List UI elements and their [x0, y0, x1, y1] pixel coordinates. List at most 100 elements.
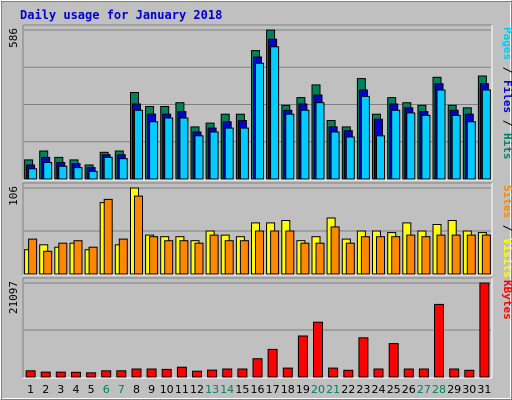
bar-kbytes-day-25: [388, 343, 399, 378]
bar-sites-day-2: [43, 250, 53, 275]
bar-kbytes-day-15: [237, 368, 248, 378]
bar-pages-day-7: [118, 158, 128, 180]
bar-sites-day-3: [58, 242, 68, 275]
bar-pages-day-21: [330, 131, 340, 180]
bar-sites-day-24: [376, 236, 385, 275]
y-max-label: 21097: [7, 281, 20, 314]
bar-pages-day-13: [209, 131, 219, 180]
bar-pages-day-19: [300, 109, 310, 180]
bar-pages-day-1: [28, 168, 38, 180]
bar-kbytes-day-9: [146, 368, 157, 378]
bar-pages-day-14: [224, 127, 234, 180]
bar-pages-day-11: [179, 117, 189, 180]
bar-kbytes-day-28: [434, 303, 444, 378]
day-label-14: 14: [220, 383, 234, 396]
panel-sites-visits: 106 Sites / Visits: [7, 182, 512, 278]
bar-pages-day-18: [285, 113, 295, 180]
bar-pages-day-26: [406, 112, 416, 180]
day-label-11: 11: [175, 383, 189, 396]
panel-kbytes: 21097 KBytes: [7, 277, 512, 379]
bar-kbytes-day-23: [358, 337, 369, 378]
day-label-3: 3: [57, 383, 64, 396]
day-label-12: 12: [190, 383, 204, 396]
bar-pages-day-2: [43, 162, 53, 180]
day-label-30: 30: [462, 383, 476, 396]
panels-layer: 586 Pages / Files / Hits 106 Sites / Visits…: [7, 24, 512, 379]
bar-sites-day-22: [345, 242, 355, 275]
bar-sites-day-6: [103, 198, 113, 275]
bar-kbytes-day-1: [25, 370, 36, 378]
bar-kbytes-day-4: [71, 371, 81, 378]
bar-pages-day-27: [421, 114, 431, 180]
side-legend-pages: Pages: [501, 27, 512, 60]
bar-pages-day-3: [58, 165, 68, 180]
side-legend-hits: Hits: [501, 133, 512, 160]
bar-kbytes-day-31: [479, 282, 490, 378]
bar-kbytes-day-16: [252, 358, 263, 378]
bar-sites-day-23: [360, 236, 370, 275]
side-legend: Sites / Visits: [501, 185, 512, 278]
bar-pages-day-31: [481, 89, 491, 180]
bar-sites-day-12: [194, 242, 204, 275]
day-label-2: 2: [42, 383, 49, 396]
bar-pages-day-15: [239, 127, 249, 180]
bar-pages-day-28: [436, 89, 446, 180]
bar-sites-day-9: [149, 236, 159, 275]
bar-sites-day-14: [224, 240, 234, 275]
bar-pages-day-12: [194, 135, 204, 180]
bar-kbytes-day-24: [373, 368, 384, 378]
bar-sites-day-29: [451, 234, 461, 275]
bar-kbytes-day-26: [403, 368, 414, 378]
side-legend-/: /: [501, 218, 512, 238]
day-label-21: 21: [326, 383, 340, 396]
bar-sites-day-10: [164, 240, 174, 275]
day-label-6: 6: [103, 383, 110, 396]
bar-pages-day-23: [360, 95, 370, 180]
bar-sites-day-21: [330, 226, 340, 275]
chart-title: Daily usage for January 2018: [20, 8, 222, 22]
bar-kbytes-day-29: [449, 368, 460, 378]
bar-sites-day-13: [209, 234, 219, 275]
bar-pages-day-6: [103, 156, 113, 180]
bar-pages-day-9: [149, 121, 159, 180]
bar-pages-day-8: [134, 109, 143, 180]
day-label-31: 31: [477, 383, 491, 396]
bar-sites-day-8: [134, 195, 143, 275]
bar-sites-day-1: [28, 238, 38, 275]
bar-sites-day-18: [285, 230, 295, 275]
bar-kbytes-day-14: [222, 368, 233, 378]
bar-sites-day-16: [255, 230, 264, 275]
day-label-4: 4: [73, 383, 80, 396]
bar-kbytes-day-30: [464, 369, 475, 378]
bar-pages-day-20: [315, 102, 325, 180]
day-label-8: 8: [133, 383, 140, 396]
side-legend-visits: Visits: [501, 238, 512, 278]
day-label-22: 22: [341, 383, 355, 396]
day-label-27: 27: [417, 383, 431, 396]
bar-pages-day-25: [391, 109, 401, 180]
side-legend-sites: Sites: [501, 185, 512, 218]
bar-kbytes-day-19: [297, 335, 308, 378]
day-label-15: 15: [235, 383, 249, 396]
bar-sites-day-31: [481, 234, 491, 275]
day-label-19: 19: [296, 383, 310, 396]
bar-kbytes-day-11: [176, 366, 187, 378]
side-legend-kbytes: KBytes: [501, 280, 512, 320]
bar-kbytes-day-6: [101, 370, 112, 378]
day-label-18: 18: [281, 383, 295, 396]
bar-kbytes-day-2: [40, 371, 51, 378]
day-label-29: 29: [447, 383, 461, 396]
bar-sites-day-30: [466, 234, 476, 275]
bar-sites-day-7: [118, 238, 128, 275]
bar-kbytes-day-17: [267, 348, 278, 378]
bar-pages-day-30: [466, 121, 476, 180]
bar-sites-day-4: [73, 240, 83, 275]
day-label-7: 7: [118, 383, 125, 396]
bar-sites-day-20: [315, 242, 325, 275]
bar-kbytes-day-20: [313, 321, 323, 378]
bar-kbytes-day-21: [328, 367, 339, 378]
bar-kbytes-day-5: [86, 372, 97, 378]
day-label-9: 9: [148, 383, 155, 396]
bar-sites-day-5: [88, 246, 98, 275]
